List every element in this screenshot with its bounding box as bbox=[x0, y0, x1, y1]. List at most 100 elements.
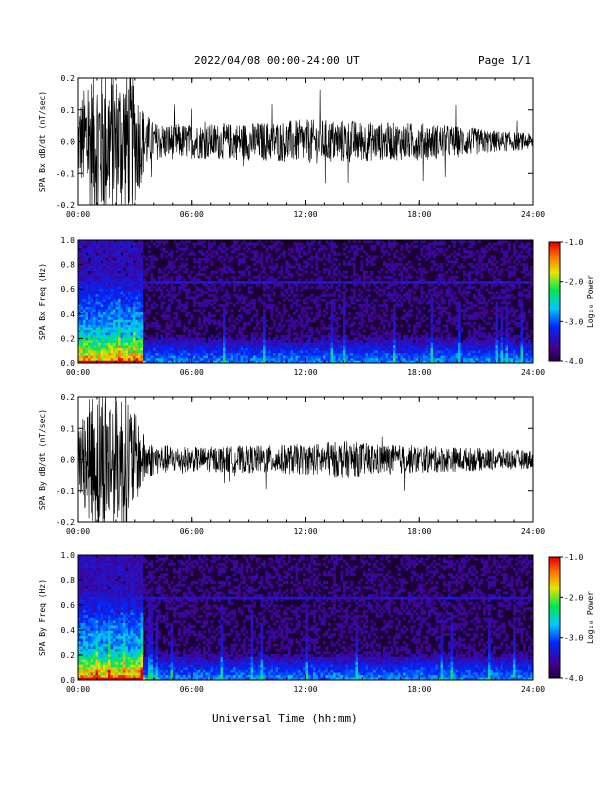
spectrogram-cell bbox=[140, 347, 144, 351]
spectrogram-cell bbox=[120, 257, 124, 261]
spectrogram-cell bbox=[290, 298, 294, 302]
spectrogram-cell bbox=[223, 293, 226, 297]
spectrogram-cell bbox=[90, 345, 94, 348]
spectrogram-cell bbox=[238, 357, 241, 361]
spectrogram-cell bbox=[263, 324, 266, 328]
spectrogram-cell bbox=[90, 265, 94, 269]
spectrogram-cell bbox=[238, 337, 241, 341]
spectrogram-cell bbox=[418, 345, 421, 348]
spectrogram-cell bbox=[385, 286, 389, 289]
spectrogram-cell bbox=[288, 329, 291, 333]
spectrogram-cell bbox=[233, 360, 236, 364]
spectrogram-cell bbox=[98, 357, 101, 361]
spectrogram-cell bbox=[420, 273, 424, 277]
spectrogram-cell bbox=[110, 339, 114, 343]
spectrogram-cell bbox=[380, 352, 384, 356]
spectrogram-cell bbox=[300, 337, 304, 341]
spectrogram-cell bbox=[123, 352, 126, 356]
spectrogram-cell bbox=[98, 250, 101, 254]
spectrogram-cell bbox=[438, 250, 441, 254]
spectrogram-cell bbox=[398, 268, 401, 272]
spectrogram-cell bbox=[173, 339, 176, 343]
spectrogram-cell bbox=[120, 345, 124, 348]
spectrogram-cell bbox=[113, 306, 116, 310]
spectrogram-cell bbox=[448, 357, 451, 361]
spectrogram-cell bbox=[440, 291, 444, 295]
spectrogram-cell bbox=[338, 270, 341, 274]
spectrogram-cell bbox=[428, 283, 431, 287]
spectrogram-cell bbox=[115, 347, 119, 351]
spectrogram-cell bbox=[475, 345, 479, 348]
spectrogram-cell bbox=[240, 270, 244, 274]
spectrogram-cell bbox=[160, 329, 164, 333]
spectrogram-cell bbox=[93, 327, 96, 330]
spectrogram-cell bbox=[138, 350, 141, 354]
spectrogram-cell bbox=[393, 347, 396, 351]
spectrogram-cell bbox=[213, 296, 216, 300]
spectrogram-cell bbox=[198, 316, 201, 320]
spectrogram-cell bbox=[160, 293, 164, 297]
spectrogram-cell bbox=[213, 240, 216, 243]
spectrogram-cell bbox=[345, 350, 349, 354]
spectrogram-cell bbox=[300, 332, 304, 336]
spectrogram-cell bbox=[433, 255, 436, 259]
spectrogram-cell bbox=[345, 345, 349, 348]
spectrogram-cell bbox=[180, 337, 184, 341]
spectrogram-cell bbox=[83, 327, 86, 330]
spectrogram-cell bbox=[468, 240, 471, 243]
spectrogram-cell bbox=[100, 291, 104, 295]
spectrogram-cell bbox=[165, 342, 169, 346]
spectrogram-cell bbox=[143, 319, 146, 323]
spectrogram-cell bbox=[353, 291, 356, 295]
spectrogram-cell bbox=[118, 281, 121, 284]
spectrogram-cell bbox=[143, 345, 146, 348]
spectrogram-cell bbox=[133, 281, 136, 284]
spectrogram-cell bbox=[415, 275, 419, 279]
spectrogram-cell bbox=[218, 304, 221, 307]
spectrogram-cell bbox=[300, 322, 304, 325]
spectrogram-cell bbox=[345, 355, 349, 359]
spectrogram-cell bbox=[393, 334, 396, 338]
spectrogram-cell bbox=[90, 275, 94, 279]
spectrogram-cell bbox=[293, 357, 296, 361]
spectrogram-cell bbox=[468, 339, 471, 343]
spectrogram-cell bbox=[465, 350, 469, 354]
spectrogram-cell bbox=[443, 329, 446, 333]
spectrogram-cell bbox=[370, 342, 374, 346]
spectrogram-cell bbox=[183, 306, 186, 310]
spectrogram-cell bbox=[193, 301, 196, 305]
spectrogram-cell bbox=[230, 360, 234, 364]
spectrogram-cell bbox=[205, 283, 209, 287]
spectrogram-cell bbox=[225, 293, 229, 297]
spectrogram-cell bbox=[93, 263, 96, 266]
spectrogram-cell bbox=[438, 306, 441, 310]
spectrogram-cell bbox=[185, 345, 189, 348]
spectrogram-cell bbox=[230, 345, 234, 348]
spectrogram-cell bbox=[270, 311, 274, 315]
spectrogram-cell bbox=[210, 288, 214, 292]
spectrogram-cell bbox=[275, 337, 279, 341]
spectrogram-cell bbox=[193, 337, 196, 341]
spectrogram-cell bbox=[143, 283, 146, 287]
spectrogram-cell bbox=[328, 347, 331, 351]
spectrogram-cell bbox=[110, 298, 114, 302]
spectrogram-cell bbox=[238, 252, 241, 256]
spectrogram-cell bbox=[123, 316, 126, 320]
spectrogram-cell bbox=[275, 242, 279, 246]
spectrogram-cell bbox=[125, 311, 129, 315]
spectrogram-cell bbox=[140, 319, 144, 323]
spectrogram-cell bbox=[228, 257, 231, 261]
spectrogram-cell bbox=[255, 355, 259, 359]
spectrogram-cell bbox=[440, 347, 444, 351]
spectrogram-cell bbox=[173, 281, 176, 284]
spectrogram-cell bbox=[313, 352, 316, 356]
spectrogram-cell bbox=[95, 329, 99, 333]
spectrogram-cell bbox=[260, 255, 264, 259]
spectrogram-cell bbox=[455, 257, 459, 261]
spectrogram-cell bbox=[470, 347, 474, 351]
spectrogram-cell bbox=[103, 355, 106, 359]
spectrogram-cell bbox=[485, 350, 489, 354]
spectrogram-cell bbox=[483, 339, 486, 343]
spectrogram-cell bbox=[368, 304, 371, 307]
spectrogram-cell bbox=[83, 286, 86, 289]
